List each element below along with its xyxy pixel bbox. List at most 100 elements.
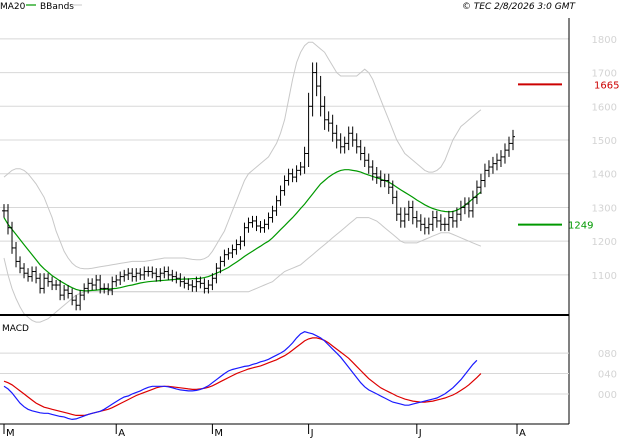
ohlc-bar [114, 274, 119, 287]
ohlc-bar [414, 210, 419, 228]
macd-gridlines [0, 352, 569, 395]
ohlc-bar [26, 268, 31, 282]
ohlc-bar [126, 268, 131, 280]
ohlc-bar [166, 266, 171, 280]
ohlc-bar [130, 268, 135, 282]
ohlc-bar [426, 217, 431, 235]
macd-line [3, 331, 478, 421]
ohlc-bar [230, 244, 235, 259]
ohlc-bar [110, 276, 115, 296]
macd-y-tick-label: 000 [598, 390, 617, 401]
ohlc-bar [30, 266, 35, 282]
ohlc-bar [234, 239, 239, 255]
ohlc-bar [370, 160, 375, 181]
ohlc-bar [194, 276, 199, 292]
ohlc-bar [78, 290, 83, 311]
ohlc-bars [2, 62, 515, 311]
ohlc-bar [150, 266, 155, 279]
ohlc-bar [146, 266, 151, 277]
ohlc-bar [250, 215, 255, 228]
price-y-tick-label: 1300 [592, 203, 617, 214]
x-tick-label: A [118, 428, 125, 439]
x-tick-label: A [519, 428, 526, 439]
ohlc-bar [454, 207, 459, 228]
bband-lower-line [3, 217, 482, 323]
ohlc-bar [306, 92, 311, 167]
ohlc-bar [418, 214, 423, 232]
ohlc-bar [274, 195, 279, 216]
ohlc-bar [366, 153, 371, 174]
ohlc-bar [330, 114, 335, 142]
ohlc-bar [222, 249, 227, 267]
macd-y-tick-label: 040 [598, 370, 617, 381]
price-y-tick-label: 1400 [592, 170, 617, 181]
ohlc-bar [462, 197, 467, 215]
macd-signal-line [3, 337, 482, 416]
ohlc-bar [118, 271, 123, 286]
ohlc-bar [258, 220, 263, 233]
ohlc-bar [54, 279, 59, 291]
ohlc-bar [94, 274, 99, 291]
ohlc-bar [386, 173, 391, 194]
ohlc-bar [18, 256, 23, 274]
bband-upper-line [3, 41, 482, 270]
ohlc-bar [494, 153, 499, 171]
ma20-line [3, 169, 482, 292]
ohlc-bar [406, 200, 411, 221]
ohlc-bar [342, 136, 347, 154]
ohlc-bar [502, 143, 507, 164]
ohlc-bar [470, 190, 475, 218]
ohlc-bar [290, 168, 295, 183]
ohlc-bar [298, 161, 303, 176]
x-tick-label: J [418, 428, 422, 439]
ohlc-bar [74, 295, 79, 311]
ohlc-bar [478, 173, 483, 194]
ohlc-bar [474, 180, 479, 205]
ohlc-bar [498, 150, 503, 167]
ohlc-bar [294, 165, 299, 183]
price-y-tick-label: 1800 [592, 35, 617, 46]
ohlc-bar [198, 276, 203, 289]
ohlc-bar [458, 200, 463, 221]
ohlc-bar [310, 62, 315, 117]
ohlc-bar [302, 146, 307, 174]
ohlc-bar [242, 222, 247, 247]
ohlc-bar [466, 197, 471, 218]
ohlc-bar [154, 268, 159, 282]
ohlc-bar [430, 210, 435, 232]
price-y-tick-label: 1200 [592, 237, 617, 248]
ohlc-bar [86, 278, 91, 294]
ohlc-bar [122, 269, 127, 282]
ohlc-bar [278, 185, 283, 206]
ohlc-bar [238, 236, 243, 250]
ohlc-bar [374, 167, 379, 184]
ohlc-bar [190, 279, 195, 292]
macd-y-axis-labels: 000 040 080 [598, 349, 617, 401]
chart-header: MA20 BBands © TEC 2/8/2026 3:0 GMT [0, 2, 576, 12]
ohlc-bar [338, 133, 343, 154]
ohlc-bar [318, 75, 323, 117]
x-tick-label: M [214, 428, 223, 439]
ohlc-bar [266, 212, 271, 230]
price-y-tick-label: 1500 [592, 136, 617, 147]
ohlc-bar [314, 62, 319, 97]
ohlc-bar [210, 273, 215, 291]
ohlc-bar [382, 173, 387, 188]
ohlc-bar [422, 217, 427, 235]
ohlc-bar [134, 268, 139, 282]
ohlc-bar [226, 247, 231, 260]
ohlc-bar [218, 256, 223, 274]
ohlc-bar [286, 168, 291, 186]
x-tick-label: M [6, 428, 15, 439]
ohlc-bar [98, 274, 103, 294]
ohlc-bar [174, 271, 179, 284]
ohlc-bar [142, 266, 147, 280]
ohlc-bar [2, 204, 6, 218]
ohlc-bar [90, 278, 95, 291]
ohlc-bar [138, 268, 143, 280]
ohlc-bar [62, 285, 67, 301]
